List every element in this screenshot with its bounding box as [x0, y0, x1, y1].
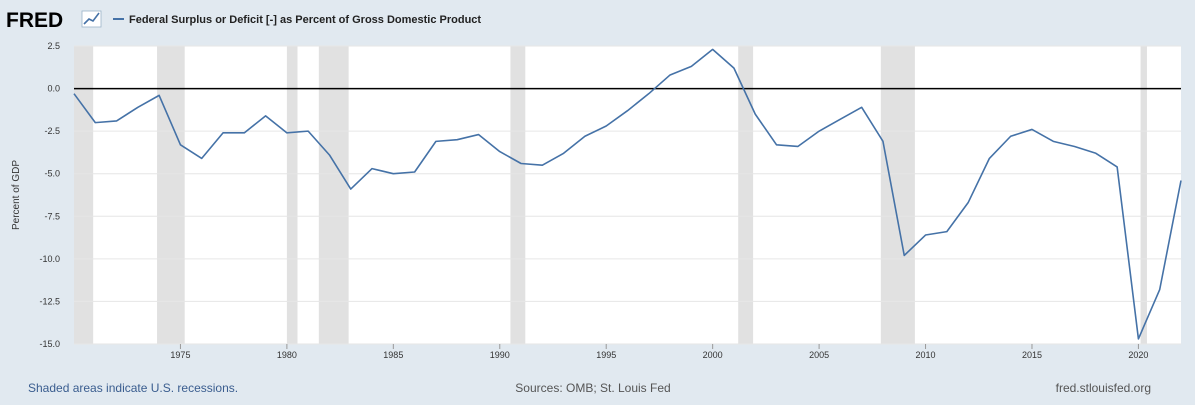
- y-tick-label: -12.5: [39, 296, 60, 306]
- x-tick-label: 1995: [596, 350, 616, 360]
- series-line: [73, 48, 1182, 340]
- x-tick-label: 2010: [916, 350, 936, 360]
- data-point[interactable]: [540, 163, 545, 168]
- plot-background: [74, 46, 1181, 344]
- y-tick-label: 0.0: [47, 84, 60, 94]
- y-axis-title: Percent of GDP: [11, 160, 22, 230]
- data-point[interactable]: [859, 105, 864, 110]
- data-point[interactable]: [455, 137, 460, 142]
- data-point[interactable]: [731, 66, 736, 71]
- plot-area: 2.50.0-2.5-5.0-7.5-10.0-12.5-15.0 1975 19…: [39, 41, 1184, 360]
- site-link[interactable]: fred.stlouisfed.org: [1056, 381, 1151, 395]
- recession-band-7: [1140, 46, 1147, 344]
- data-point[interactable]: [1136, 336, 1141, 341]
- data-point[interactable]: [178, 142, 183, 147]
- data-point[interactable]: [433, 139, 438, 144]
- data-point[interactable]: [689, 64, 694, 69]
- data-point[interactable]: [263, 113, 268, 118]
- data-point[interactable]: [199, 156, 204, 161]
- sources-note: Sources: OMB; St. Louis Fed: [515, 381, 670, 395]
- data-point[interactable]: [1029, 127, 1034, 132]
- x-tick-label: 2000: [703, 350, 723, 360]
- legend-label: Federal Surplus or Deficit [-] as Percen…: [129, 14, 481, 26]
- data-point[interactable]: [391, 171, 396, 176]
- data-point[interactable]: [923, 233, 928, 238]
- gridlines: [74, 45, 1181, 345]
- x-tick-label: 2015: [1022, 350, 1042, 360]
- recession-shading: [74, 46, 1147, 344]
- data-point[interactable]: [72, 91, 77, 96]
- y-axis-ticks: 2.5 0.0 -2.5 -5.0 -7.5 -10.0 -12.5 -15.0: [39, 41, 60, 349]
- data-point[interactable]: [221, 130, 226, 135]
- data-point[interactable]: [476, 132, 481, 137]
- data-point[interactable]: [412, 170, 417, 175]
- recession-band-3: [318, 46, 349, 344]
- data-point[interactable]: [284, 130, 289, 135]
- data-point[interactable]: [795, 144, 800, 149]
- data-point[interactable]: [135, 105, 140, 110]
- x-tick-label: 1990: [490, 350, 510, 360]
- data-point[interactable]: [157, 93, 162, 98]
- data-point[interactable]: [880, 139, 885, 144]
- data-point[interactable]: [625, 108, 630, 113]
- data-point[interactable]: [561, 151, 566, 156]
- data-point[interactable]: [604, 124, 609, 129]
- data-point[interactable]: [93, 120, 98, 125]
- x-axis-ticks: 1975 1980 1985 1990 1995 2000 2005 2010 2015 2020: [170, 344, 1148, 360]
- data-point[interactable]: [753, 112, 758, 117]
- recession-note: Shaded areas indicate U.S. recessions.: [28, 381, 238, 395]
- data-point[interactable]: [327, 152, 332, 157]
- x-tick-label: 1975: [170, 350, 190, 360]
- data-point[interactable]: [1093, 151, 1098, 156]
- legend: Federal Surplus or Deficit [-] as Percen…: [113, 14, 481, 26]
- data-point[interactable]: [519, 161, 524, 166]
- x-tick-label: 1985: [383, 350, 403, 360]
- y-tick-label: -5.0: [44, 169, 60, 179]
- data-point[interactable]: [944, 229, 949, 234]
- y-tick-label: -10.0: [39, 254, 60, 264]
- y-tick-label: -7.5: [44, 211, 60, 221]
- y-tick-label: 2.5: [47, 41, 60, 51]
- data-point[interactable]: [370, 166, 375, 171]
- data-point[interactable]: [582, 134, 587, 139]
- data-point[interactable]: [114, 118, 119, 123]
- data-point[interactable]: [1008, 134, 1013, 139]
- fred-logo-text: FRED: [6, 9, 63, 32]
- data-point[interactable]: [817, 129, 822, 134]
- recession-band-6: [880, 46, 915, 344]
- data-point[interactable]: [1179, 178, 1184, 183]
- data-point[interactable]: [966, 200, 971, 205]
- data-point[interactable]: [1051, 139, 1056, 144]
- data-point[interactable]: [646, 91, 651, 96]
- data-point[interactable]: [497, 149, 502, 154]
- y-tick-label: -2.5: [44, 126, 60, 136]
- data-point[interactable]: [242, 130, 247, 135]
- data-point[interactable]: [348, 187, 353, 192]
- data-point[interactable]: [987, 156, 992, 161]
- data-point[interactable]: [902, 253, 907, 258]
- fred-logo-chart-icon: [81, 10, 102, 28]
- data-point[interactable]: [1072, 144, 1077, 149]
- data-point[interactable]: [710, 47, 715, 52]
- x-tick-label: 2005: [809, 350, 829, 360]
- data-point[interactable]: [668, 72, 673, 77]
- recession-band-0: [74, 46, 94, 344]
- recession-band-4: [510, 46, 526, 344]
- data-point[interactable]: [1157, 287, 1162, 292]
- recession-band-2: [286, 46, 298, 344]
- data-point[interactable]: [774, 142, 779, 147]
- data-point[interactable]: [306, 129, 311, 134]
- x-tick-label: 1980: [277, 350, 297, 360]
- recession-band-1: [157, 46, 185, 344]
- data-point[interactable]: [838, 117, 843, 122]
- y-tick-label: -15.0: [39, 339, 60, 349]
- data-point[interactable]: [1115, 164, 1120, 169]
- recession-band-5: [738, 46, 754, 344]
- fred-logo[interactable]: FRED: [6, 9, 102, 32]
- x-tick-label: 2020: [1128, 350, 1148, 360]
